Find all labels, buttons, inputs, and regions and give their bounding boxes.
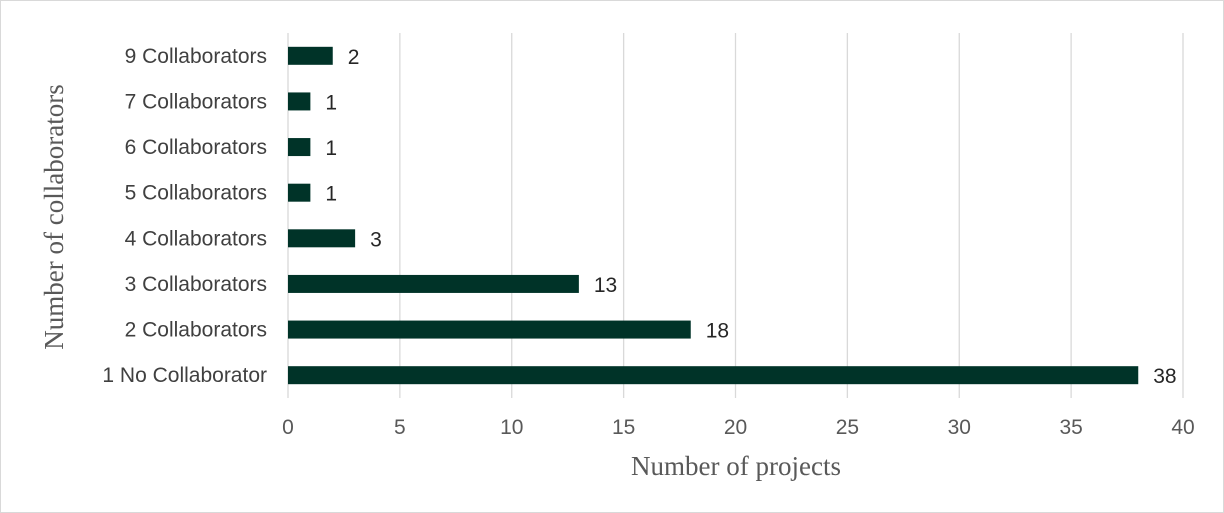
category-label: 9 Collaborators: [125, 45, 267, 68]
x-tick-label: 0: [282, 416, 294, 439]
category-label: 6 Collaborators: [125, 136, 267, 159]
category-label: 4 Collaborators: [125, 227, 267, 250]
bar: [288, 183, 311, 202]
bar: [288, 229, 356, 248]
gridlines: [287, 33, 1184, 398]
x-tick-label: 40: [1171, 416, 1194, 439]
bar: [288, 274, 579, 293]
data-label: 13: [594, 274, 617, 297]
x-tick-label: 35: [1059, 416, 1082, 439]
bar: [288, 366, 1139, 385]
bar: [288, 138, 311, 157]
category-label: 3 Collaborators: [125, 273, 267, 296]
x-tick-label: 10: [500, 416, 523, 439]
data-label: 18: [706, 320, 729, 343]
x-tick-label: 25: [836, 416, 859, 439]
x-axis-title: Number of projects: [631, 451, 841, 481]
category-label: 2 Collaborators: [125, 319, 267, 342]
y-axis-title: Number of collaborators: [39, 84, 69, 349]
x-tick-label: 30: [948, 416, 971, 439]
category-label: 5 Collaborators: [125, 182, 267, 205]
x-tick-label: 5: [394, 416, 406, 439]
category-label: 7 Collaborators: [125, 90, 267, 113]
data-label: 1: [325, 183, 337, 206]
x-tick-label: 15: [612, 416, 635, 439]
bar: [288, 320, 691, 339]
x-tick-label: 20: [724, 416, 747, 439]
data-label: 2: [348, 46, 360, 69]
bars: [288, 46, 1139, 385]
category-labels: 1 No Collaborator 2 Collaborators 3 Collab…: [102, 45, 267, 387]
x-tick-labels: 0 5 10 15 20 25 30 35 40: [282, 416, 1195, 439]
data-label: 1: [325, 91, 337, 114]
bar: [288, 46, 333, 65]
data-label: 38: [1153, 365, 1176, 388]
category-label: 1 No Collaborator: [102, 364, 267, 387]
bar: [288, 92, 311, 111]
data-label: 3: [370, 228, 382, 251]
data-label: 1: [325, 137, 337, 160]
